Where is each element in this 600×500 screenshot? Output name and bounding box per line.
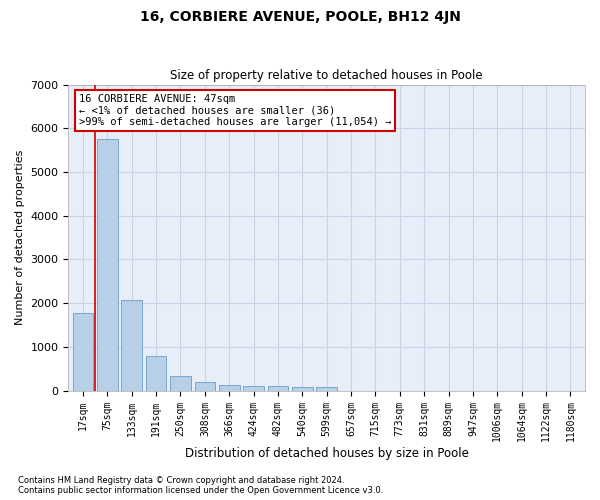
Bar	[219, 386, 239, 390]
Bar	[292, 387, 313, 390]
Bar	[73, 313, 94, 390]
Text: 16, CORBIERE AVENUE, POOLE, BH12 4JN: 16, CORBIERE AVENUE, POOLE, BH12 4JN	[140, 10, 460, 24]
Text: Contains HM Land Registry data © Crown copyright and database right 2024.
Contai: Contains HM Land Registry data © Crown c…	[18, 476, 383, 495]
Bar	[121, 300, 142, 390]
Y-axis label: Number of detached properties: Number of detached properties	[15, 150, 25, 326]
Text: 16 CORBIERE AVENUE: 47sqm
← <1% of detached houses are smaller (36)
>99% of semi: 16 CORBIERE AVENUE: 47sqm ← <1% of detac…	[79, 94, 391, 127]
Bar	[97, 139, 118, 390]
Bar	[243, 386, 264, 390]
Bar	[316, 387, 337, 390]
Bar	[194, 382, 215, 390]
X-axis label: Distribution of detached houses by size in Poole: Distribution of detached houses by size …	[185, 447, 469, 460]
Bar	[146, 356, 166, 390]
Title: Size of property relative to detached houses in Poole: Size of property relative to detached ho…	[170, 69, 483, 82]
Bar	[170, 376, 191, 390]
Bar	[268, 386, 289, 390]
